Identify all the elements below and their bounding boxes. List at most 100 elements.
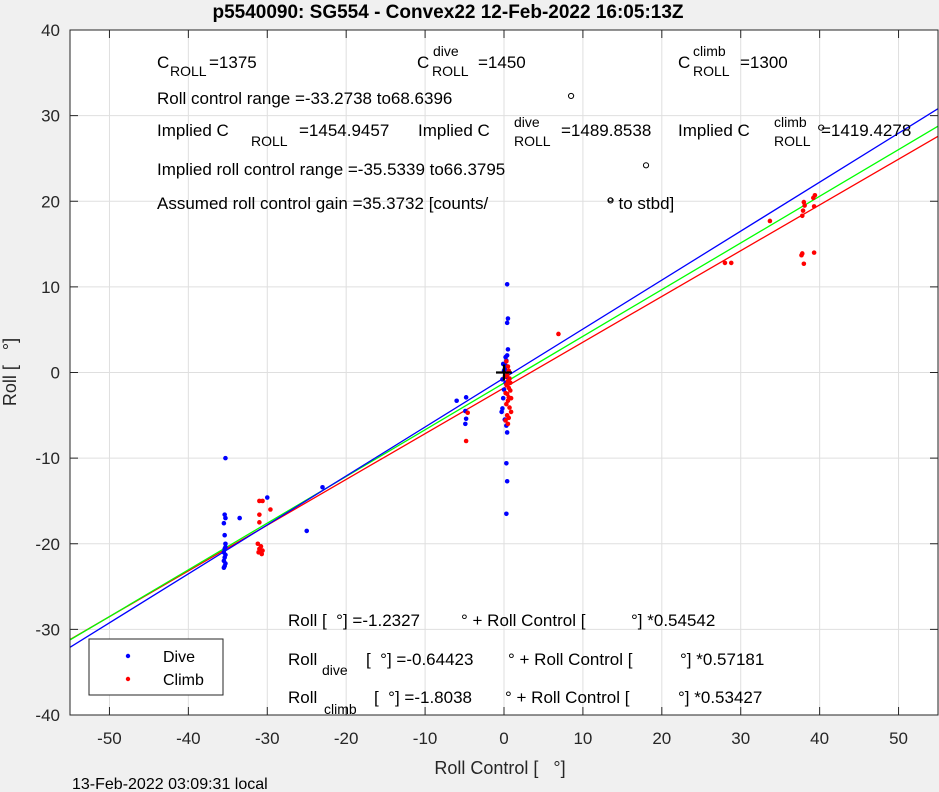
x-tick-label: -40 [176,729,201,748]
point-dive [501,387,507,392]
point-dive [504,320,510,326]
eq-dive-a: [ °] =-0.64423 [366,650,473,669]
c-roll-value: =1375 [209,53,257,72]
point-climb [503,390,508,396]
point-dive [504,430,510,435]
equation-roll: Roll [ °] =-1.2327 ° + Roll Control [ °]… [288,611,715,630]
x-tick-label: -10 [413,729,438,748]
point-climb [811,204,817,209]
implied-climb-prefix: Implied C [678,121,750,140]
point-dive [499,409,504,415]
point-climb [268,507,273,512]
point-dive [221,565,227,571]
eq-roll-a: Roll [ °] =-1.2327 [288,611,420,630]
y-tick-label: 10 [41,278,60,297]
y-tick-label: 40 [41,21,60,40]
eq-roll-b: ° + Roll Control [ [461,611,586,630]
point-dive [320,484,325,490]
degree-marker [567,92,575,100]
point-dive [504,460,509,466]
eq-climb-a: [ °] =-1.8038 [374,688,472,707]
point-climb [505,398,511,404]
y-axis-label: Roll [ °] [0,338,20,406]
x-tick-label: 50 [889,729,908,748]
point-climb [811,250,817,255]
implied-dive-value: =1489.8538 [561,121,651,140]
y-tick-label: -40 [35,706,60,725]
point-dive [463,416,469,422]
point-dive [503,354,508,360]
eq-climb-c: °] *0.53427 [678,688,762,707]
point-dive [500,395,506,401]
eq-dive-sub: dive [322,662,348,678]
point-climb [260,498,265,504]
point-climb [463,438,469,444]
point-dive [221,520,227,526]
x-ticks: -50 -40 -30 -20 -10 0 10 20 30 40 50 [97,30,908,748]
point-dive [222,555,227,560]
point-dive [504,511,509,517]
point-climb [465,410,471,416]
point-climb [505,364,511,369]
roll-control-range: Roll control range =-33.2738 to68.6396 [157,89,452,108]
implied-climb-sup: climb [774,114,807,130]
x-tick-label: -30 [255,729,280,748]
point-climb [812,192,818,198]
y-ticks: -40 -30 -20 -10 0 10 20 30 40 [35,21,938,725]
legend-climb-marker [125,676,131,682]
point-climb [255,541,261,547]
legend-box [88,638,224,696]
legend-dive-label: Dive [163,649,195,666]
c-roll-dive-annotation: C dive ROLL =1450 [417,43,526,79]
point-dive [222,512,227,517]
c-roll-climb-annotation: C climb ROLL =1300 [678,43,788,79]
implied-climb-value: =1419.4278 [821,121,911,140]
equation-dive: Roll dive [ °] =-0.64423 ° + Roll Contro… [288,650,764,678]
point-dive [505,316,511,321]
footer-timestamp: 13-Feb-2022 03:09:31 local [72,776,268,792]
point-climb [508,395,514,401]
c-dive-sup: dive [433,43,459,59]
c-roll-sub: ROLL [170,63,207,79]
c-roll-symbol: C [157,53,169,72]
point-climb [508,388,513,393]
implied-roll-value: =1454.9457 [299,121,389,140]
c-dive-value: =1450 [478,53,526,72]
point-dive [504,478,510,484]
x-axis-label: Roll Control [ °] [434,758,565,778]
implied-c-annotation: Implied C ROLL =1454.9457 Implied C dive… [157,114,911,149]
point-climb [503,418,508,423]
point-climb [508,409,514,415]
c-climb-sub: ROLL [693,63,730,79]
y-tick-label: 30 [41,107,60,126]
point-climb [800,208,806,213]
legend: Dive Climb [88,638,224,696]
point-dive [304,528,310,534]
point-climb [257,520,262,525]
point-dive [463,421,468,427]
implied-dive-prefix: Implied C [418,121,490,140]
point-dive [237,515,242,521]
point-climb [505,421,511,427]
eq-dive-b: ° + Roll Control [ [508,650,633,669]
point-dive [463,395,469,400]
point-dive [264,495,270,500]
c-climb-sup: climb [693,43,726,59]
point-climb [722,260,728,266]
gain-suffix: ° to stbd] [607,194,674,213]
legend-climb-label: Climb [163,672,204,689]
point-climb [728,260,734,266]
degree-marker [607,197,614,204]
gain-text: Assumed roll control gain =35.3732 [coun… [157,194,489,213]
markers [496,92,825,381]
point-climb [260,548,265,553]
x-tick-label: -50 [97,729,122,748]
y-tick-label: -30 [35,620,60,639]
point-climb [556,331,561,337]
implied-roll-sub: ROLL [251,133,288,149]
y-tick-label: 0 [51,364,60,383]
point-climb [799,213,805,219]
x-tick-label: 30 [731,729,750,748]
point-climb [767,218,773,224]
